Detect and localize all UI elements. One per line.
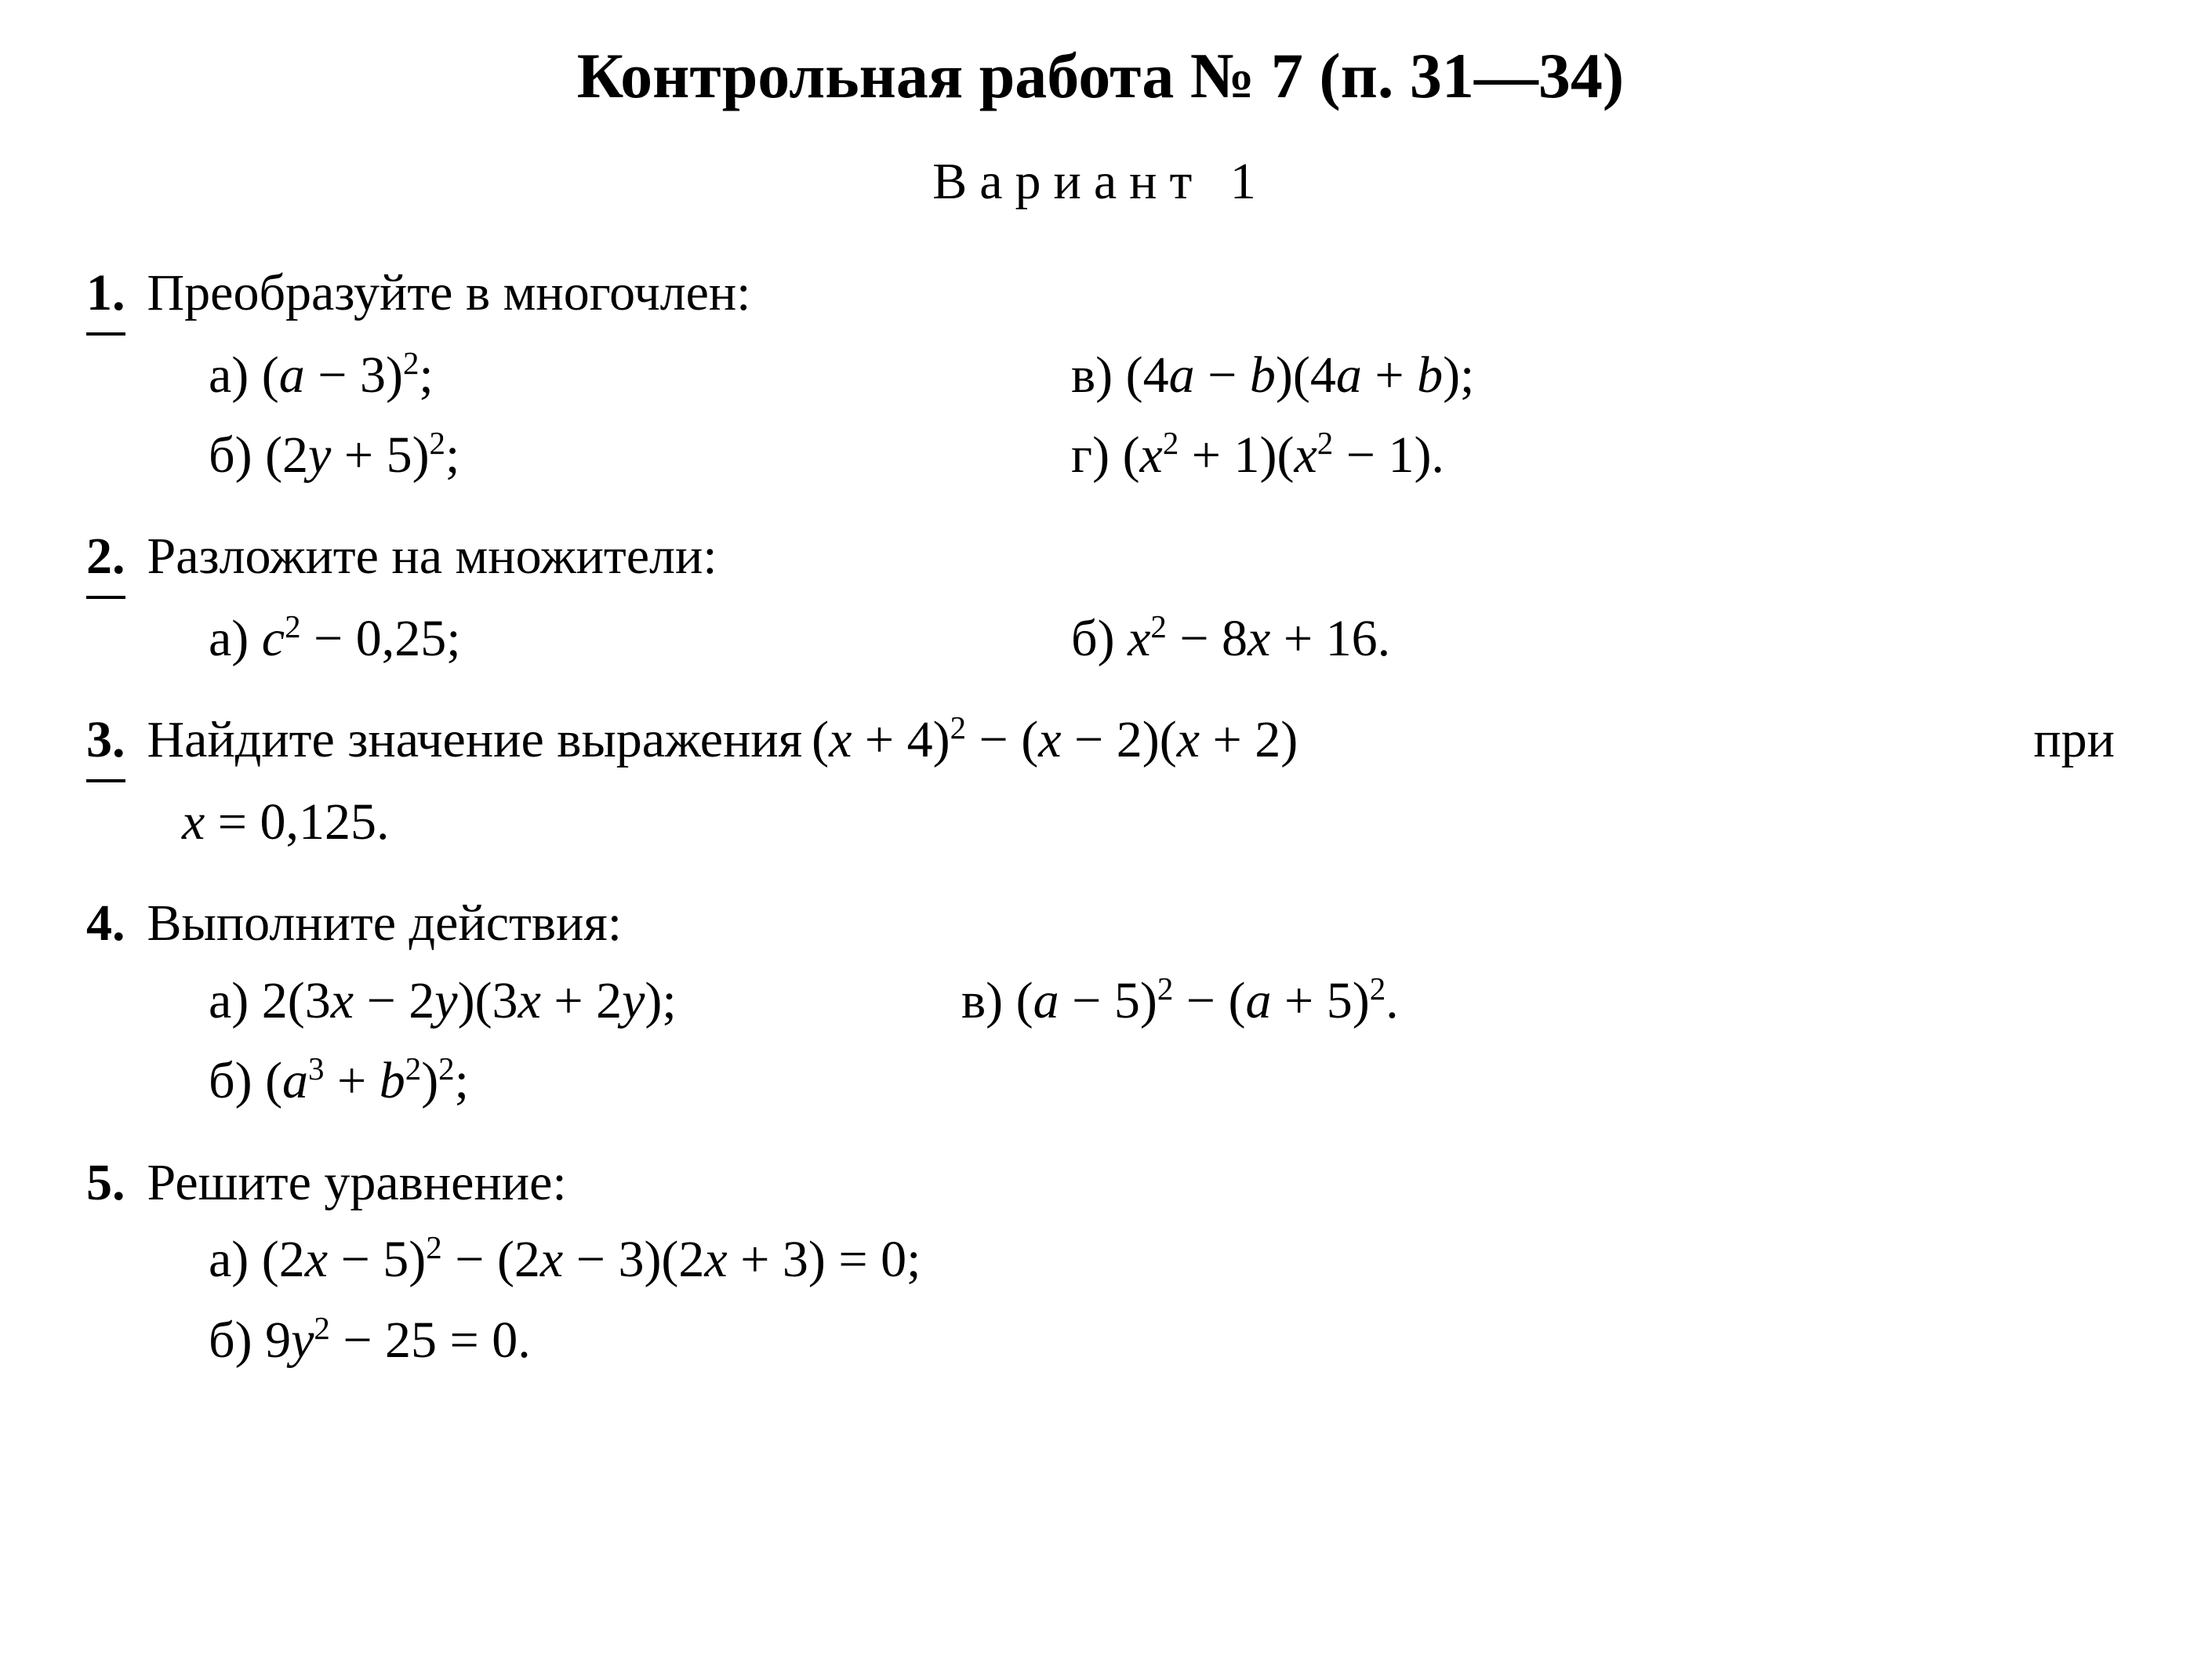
subitems: а) (a − 3)2; б) (2y + 5)2; в) (4a − b)(4… bbox=[86, 336, 2115, 496]
problem-number: 3. bbox=[86, 702, 125, 782]
sub-label: а) bbox=[209, 347, 249, 404]
column-left: а) 2(3x − 2y)(3x + 2y); б) (a3 + b2)2; bbox=[209, 961, 961, 1122]
page-title: Контрольная работа № 7 (п. 31—34) bbox=[86, 39, 2115, 113]
subitem-4b: б) (a3 + b2)2; bbox=[209, 1041, 961, 1121]
problem-line2: x = 0,125. bbox=[86, 782, 2115, 862]
problem-head: 5. Решите уравнение: bbox=[86, 1145, 2115, 1221]
sub-expr: (a − 3)2; bbox=[262, 347, 434, 404]
problem-5: 5. Решите уравнение: а) (2x − 5)2 − (2x … bbox=[86, 1145, 2115, 1381]
sub-expr: (4a − b)(4a + b); bbox=[1126, 347, 1475, 404]
subitem-1g: г) (x2 + 1)(x2 − 1). bbox=[1071, 415, 1474, 495]
problem-head: 3. Найдите значение выражения (x + 4)2 −… bbox=[86, 702, 2115, 782]
sub-expr: (a − 5)2 − (a + 5)2. bbox=[1016, 972, 1399, 1029]
column-right: б) x2 − 8x + 16. bbox=[1071, 599, 1390, 679]
problem-1: 1. Преобразуйте в многочлен: а) (a − 3)2… bbox=[86, 256, 2115, 495]
problem-head: 1. Преобразуйте в многочлен: bbox=[86, 256, 2115, 336]
subitem-1a: а) (a − 3)2; bbox=[209, 336, 1071, 415]
subitem-1b: б) (2y + 5)2; bbox=[209, 415, 1071, 495]
problem-number: 2. bbox=[86, 519, 125, 599]
problem-prompt-part1: Найдите значение выражения bbox=[147, 702, 803, 778]
problem-2: 2. Разложите на множители: а) c2 − 0,25;… bbox=[86, 519, 2115, 679]
sub-expr: (a3 + b2)2; bbox=[265, 1052, 469, 1109]
sub-expr: (2y + 5)2; bbox=[265, 426, 459, 484]
sub-expr: x2 − 8x + 16. bbox=[1128, 610, 1390, 667]
column-right: в) (a − 5)2 − (a + 5)2. bbox=[961, 961, 1399, 1122]
problem-head: 4. Выполните действия: bbox=[86, 886, 2115, 961]
subitems: а) 2(3x − 2y)(3x + 2y); б) (a3 + b2)2; в… bbox=[86, 961, 2115, 1122]
problem-prompt: Решите уравнение: bbox=[147, 1145, 567, 1221]
sub-expr: 2(3x − 2y)(3x + 2y); bbox=[262, 972, 677, 1029]
problem-prompt: Выполните действия: bbox=[147, 886, 623, 961]
subitem-1v: в) (4a − b)(4a + b); bbox=[1071, 336, 1474, 415]
sub-label: б) bbox=[1071, 610, 1115, 667]
worksheet-page: Контрольная работа № 7 (п. 31—34) Вариан… bbox=[0, 0, 2201, 1680]
subitems: а) c2 − 0,25; б) x2 − 8x + 16. bbox=[86, 599, 2115, 679]
problem-4: 4. Выполните действия: а) 2(3x − 2y)(3x … bbox=[86, 886, 2115, 1121]
sub-label: б) bbox=[209, 1052, 252, 1109]
problem-number: 1. bbox=[86, 256, 125, 336]
subitem-4v: в) (a − 5)2 − (a + 5)2. bbox=[961, 961, 1399, 1041]
problem-expr: (x + 4)2 − (x − 2)(x + 2) bbox=[812, 702, 1298, 778]
sub-label: б) bbox=[209, 426, 252, 484]
subitem-5a: а) (2x − 5)2 − (2x − 3)(2x + 3) = 0; bbox=[209, 1220, 2115, 1300]
problem-prompt-part2: при bbox=[2033, 702, 2115, 778]
column-left: а) c2 − 0,25; bbox=[209, 599, 1071, 679]
problem-number: 5. bbox=[86, 1145, 125, 1221]
subitem-5b: б) 9y2 − 25 = 0. bbox=[209, 1301, 2115, 1381]
sub-expr: (x2 + 1)(x2 − 1). bbox=[1123, 426, 1444, 484]
sub-expr: 9y2 − 25 = 0. bbox=[265, 1312, 531, 1369]
sub-label: в) bbox=[1071, 347, 1113, 404]
subitems: а) (2x − 5)2 − (2x − 3)(2x + 3) = 0; б) … bbox=[86, 1220, 2115, 1381]
variant-label: Вариант 1 bbox=[86, 152, 2115, 212]
subitem-4a: а) 2(3x − 2y)(3x + 2y); bbox=[209, 961, 961, 1041]
problem-head: 2. Разложите на множители: bbox=[86, 519, 2115, 599]
sub-label: а) bbox=[209, 610, 249, 667]
sub-expr: (2x − 5)2 − (2x − 3)(2x + 3) = 0; bbox=[262, 1231, 921, 1288]
problem-3: 3. Найдите значение выражения (x + 4)2 −… bbox=[86, 702, 2115, 862]
sub-label: г) bbox=[1071, 426, 1110, 484]
column-left: а) (a − 3)2; б) (2y + 5)2; bbox=[209, 336, 1071, 496]
problem-prompt: Преобразуйте в многочлен: bbox=[147, 256, 751, 331]
problem-prompt: Разложите на множители: bbox=[147, 519, 717, 594]
sub-label: а) bbox=[209, 972, 249, 1029]
subitem-2a: а) c2 − 0,25; bbox=[209, 599, 1071, 679]
sub-label: в) bbox=[961, 972, 1003, 1029]
line3-left: 3. Найдите значение выражения (x + 4)2 −… bbox=[86, 702, 1298, 782]
subitem-2b: б) x2 − 8x + 16. bbox=[1071, 599, 1390, 679]
sub-label: б) bbox=[209, 1312, 252, 1369]
problem-number: 4. bbox=[86, 886, 125, 961]
sub-label: а) bbox=[209, 1231, 249, 1288]
sub-expr: c2 − 0,25; bbox=[262, 610, 461, 667]
column-right: в) (4a − b)(4a + b); г) (x2 + 1)(x2 − 1)… bbox=[1071, 336, 1474, 496]
